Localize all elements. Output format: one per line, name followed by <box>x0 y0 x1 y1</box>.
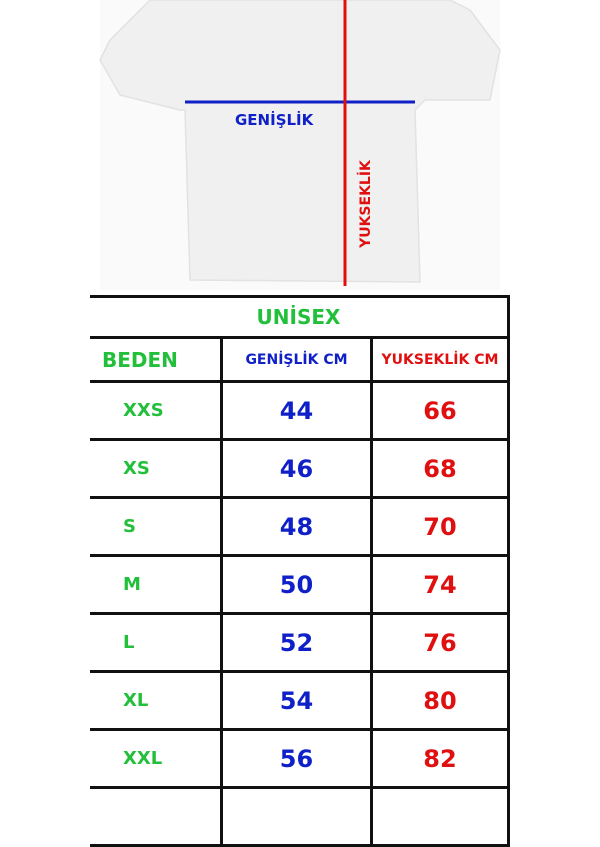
size-cell: L <box>90 612 223 673</box>
table-title: UNİSEX <box>90 295 510 339</box>
header-size: BEDEN <box>90 336 223 383</box>
width-cell: 56 <box>220 728 373 789</box>
length-cell: 80 <box>370 670 510 731</box>
length-cell: 66 <box>370 380 510 441</box>
width-cell: 44 <box>220 380 373 441</box>
table-title-row: UNİSEX <box>90 295 510 339</box>
header-length: YUKSEKLİK CM <box>370 336 510 383</box>
width-cell: 50 <box>220 554 373 615</box>
width-cell: 52 <box>220 612 373 673</box>
length-cell: 76 <box>370 612 510 673</box>
width-cell: 54 <box>220 670 373 731</box>
header-width: GENİŞLİK CM <box>220 336 373 383</box>
table-row: M 50 74 <box>90 554 510 615</box>
width-cell: 48 <box>220 496 373 557</box>
length-cell: 70 <box>370 496 510 557</box>
length-cell: 74 <box>370 554 510 615</box>
table-header-row: BEDEN GENİŞLİK CM YUKSEKLİK CM <box>90 336 510 383</box>
table-row: XXL 56 82 <box>90 728 510 789</box>
table-row-empty <box>90 786 510 847</box>
size-cell: S <box>90 496 223 557</box>
length-cell: 68 <box>370 438 510 499</box>
tshirt-image <box>99 0 501 290</box>
width-cell: 46 <box>220 438 373 499</box>
length-cell: 82 <box>370 728 510 789</box>
width-label: GENİŞLİK <box>235 111 314 129</box>
table-row: S 48 70 <box>90 496 510 557</box>
table-row: XS 46 68 <box>90 438 510 499</box>
size-cell: XL <box>90 670 223 731</box>
size-cell: M <box>90 554 223 615</box>
size-cell: XXL <box>90 728 223 789</box>
size-cell: XXS <box>90 380 223 441</box>
length-label: YUKSEKLİK <box>358 160 374 248</box>
size-chart-table: UNİSEX BEDEN GENİŞLİK CM YUKSEKLİK CM XX… <box>90 295 510 847</box>
table-row: XXS 44 66 <box>90 380 510 441</box>
table-row: L 52 76 <box>90 612 510 673</box>
table-row: XL 54 80 <box>90 670 510 731</box>
size-cell: XS <box>90 438 223 499</box>
